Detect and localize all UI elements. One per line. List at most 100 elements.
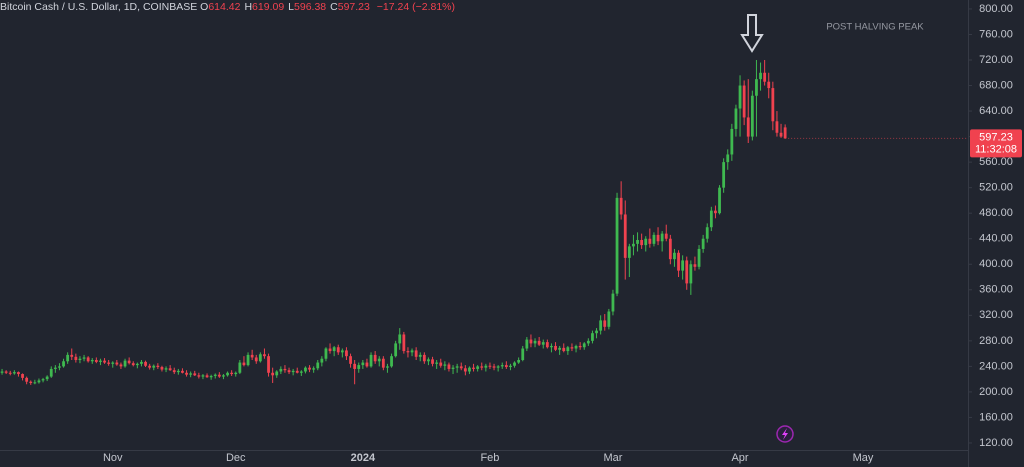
y-tick-label: 760.00 — [979, 28, 1013, 40]
candle-body — [398, 334, 402, 344]
candle-body — [156, 365, 160, 368]
candle-body — [443, 364, 447, 366]
candle-body — [386, 366, 389, 368]
x-tick-label: May — [853, 452, 874, 464]
candle-body — [709, 210, 713, 228]
ohlc-value: 597.23 — [337, 1, 370, 13]
candle-body — [197, 375, 201, 377]
ohlc-label: L — [288, 1, 295, 13]
candle-body — [324, 348, 328, 359]
candle-body — [517, 360, 521, 363]
x-tick-label: Apr — [731, 452, 748, 464]
candle-body — [209, 375, 213, 378]
candle-body — [599, 320, 603, 331]
candle-body — [783, 127, 787, 139]
candle-body — [295, 370, 299, 373]
candle-body — [82, 357, 86, 359]
candle-body — [660, 233, 664, 242]
candle-body — [332, 347, 336, 352]
y-tick-label: 480.00 — [979, 207, 1013, 219]
candle-body — [759, 72, 762, 80]
candle-body — [513, 362, 516, 366]
candle-body — [484, 365, 488, 368]
y-tick-label: 640.00 — [979, 105, 1013, 117]
candle-body — [648, 238, 652, 244]
candle-body — [541, 342, 545, 345]
candle-body — [689, 264, 693, 284]
x-tick-label: Mar — [603, 452, 622, 464]
candle-body — [636, 240, 639, 244]
y-tick-label: 800.00 — [979, 3, 1013, 15]
bolt-icon[interactable] — [776, 425, 794, 443]
candle-body — [681, 260, 685, 271]
candle-body — [492, 366, 496, 368]
candle-body — [381, 358, 385, 368]
candle-body — [340, 350, 344, 353]
candle-body — [320, 358, 324, 363]
candle-body — [414, 350, 418, 357]
candle-body — [468, 367, 471, 372]
candle-body — [533, 340, 537, 344]
candle-body — [0, 371, 4, 373]
candle-body — [119, 364, 123, 367]
symbol-legend: Bitcoin Cash / U.S. Dollar, 1D, COINBASE… — [0, 1, 455, 13]
y-tick-label: 200.00 — [979, 386, 1013, 398]
candle-body — [222, 375, 225, 377]
candle-body — [545, 342, 549, 348]
y-tick-label: 400.00 — [979, 258, 1013, 270]
candle-body — [705, 227, 709, 239]
candle-body — [734, 108, 738, 129]
candle-body — [49, 368, 53, 377]
candle-body — [615, 197, 619, 294]
candle-body — [283, 368, 287, 371]
candle-body — [496, 366, 500, 368]
candle-body — [353, 363, 357, 369]
candle-body — [205, 375, 209, 378]
candle-body — [365, 362, 369, 367]
candle-body — [406, 351, 410, 353]
candle-body — [226, 372, 229, 376]
candle-body — [263, 354, 266, 357]
candle-body — [422, 354, 426, 362]
candle-body — [730, 128, 734, 155]
candle-body — [664, 233, 668, 239]
candle-body — [632, 243, 635, 247]
candle-body — [550, 345, 553, 348]
candle-body — [525, 339, 529, 349]
candle-body — [4, 371, 8, 373]
y-tick-label: 120.00 — [979, 437, 1013, 449]
candle-body — [427, 359, 430, 362]
candle-body — [595, 330, 598, 334]
candle-body — [78, 358, 82, 360]
candle-body — [779, 132, 783, 137]
candle-body — [62, 361, 65, 367]
price-tag-value: 597.23 — [979, 131, 1013, 143]
candle-body — [135, 363, 139, 366]
annotation: POST HALVING PEAK — [826, 22, 924, 33]
candle-body — [41, 379, 45, 381]
candle-body — [148, 365, 152, 368]
candle-body — [652, 234, 656, 244]
candle-body — [656, 234, 660, 242]
candle-body — [8, 372, 12, 374]
y-tick-label: 240.00 — [979, 360, 1013, 372]
candle-body — [21, 374, 24, 378]
candle-body — [74, 356, 78, 360]
candle-body — [582, 343, 586, 348]
candle-body — [701, 238, 705, 249]
candle-body — [394, 343, 398, 357]
candles — [0, 60, 787, 385]
candle-body — [455, 366, 459, 368]
candle-body — [254, 357, 258, 362]
candle-body — [668, 238, 672, 260]
candle-body — [258, 354, 262, 362]
candle-body — [94, 360, 98, 362]
candle-body — [312, 368, 316, 370]
y-tick-label: 680.00 — [979, 79, 1013, 91]
candle-body — [53, 367, 57, 369]
candle-body — [29, 381, 33, 383]
y-tick-label: 160.00 — [979, 411, 1013, 423]
candle-body — [90, 360, 94, 362]
candle-body — [574, 345, 578, 349]
